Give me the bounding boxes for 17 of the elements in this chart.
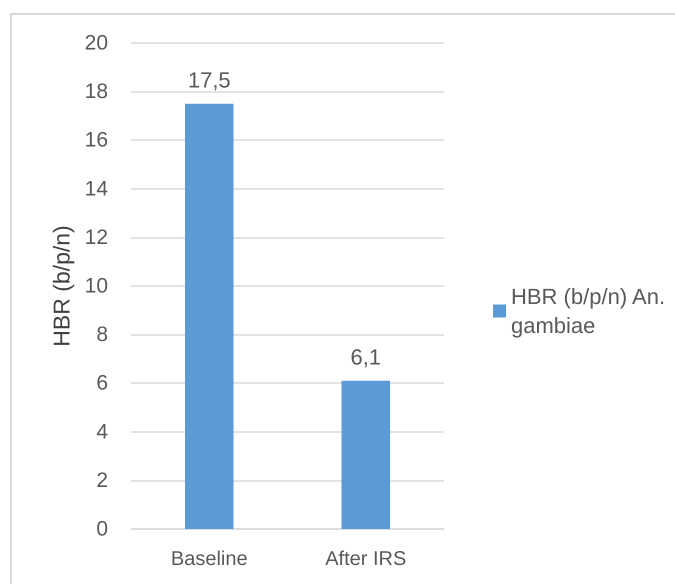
y-tick-label: 8 [96, 323, 108, 346]
y-tick-label: 4 [96, 420, 108, 444]
y-axis-title: HBR (b/p/n) [48, 225, 74, 347]
y-tick-label: 14 [84, 177, 108, 200]
x-tick-label: After IRS [325, 548, 406, 570]
data-label: 6,1 [350, 344, 382, 370]
y-tick-label: 6 [96, 372, 108, 395]
y-tick-label: 20 [84, 32, 108, 54]
y-tick-label: 16 [84, 128, 108, 152]
x-tick-label: Baseline [170, 548, 248, 570]
legend-label: HBR (b/p/n) An. gambiae [511, 284, 672, 338]
y-tick-label: 18 [84, 80, 108, 104]
y-tick-label: 2 [96, 468, 108, 492]
y-tick-label: 10 [84, 274, 108, 298]
y-tick-label: 12 [84, 226, 108, 249]
y-tick-label: 0 [96, 518, 108, 540]
data-label: 17,5 [188, 67, 231, 92]
